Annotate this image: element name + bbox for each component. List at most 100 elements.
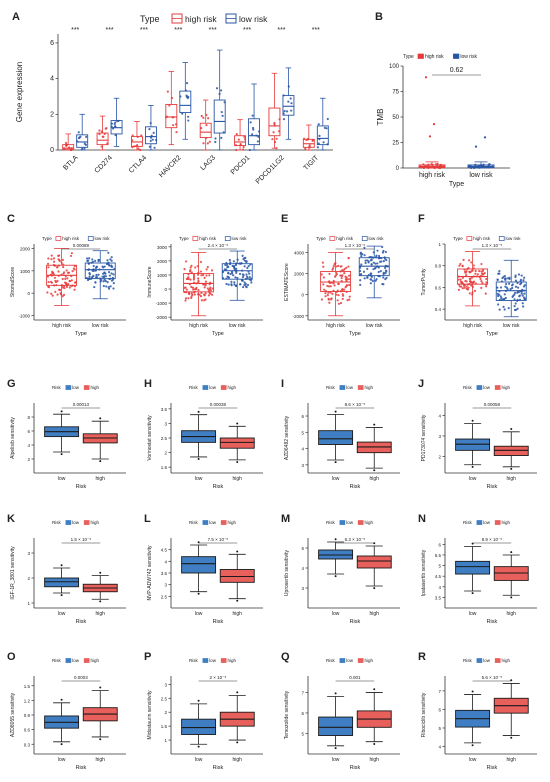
outlier-point xyxy=(60,743,63,746)
data-point xyxy=(220,136,223,139)
x-tick-label: low xyxy=(58,476,66,482)
data-point xyxy=(59,288,62,292)
data-point xyxy=(225,264,229,267)
legend-label: high xyxy=(365,520,374,525)
data-point xyxy=(368,256,371,259)
data-point xyxy=(480,165,483,168)
data-point xyxy=(374,262,377,265)
data-point xyxy=(104,275,108,278)
data-point xyxy=(277,130,281,133)
data-point xyxy=(473,289,477,292)
data-point xyxy=(62,265,65,269)
p-value: 0.0003 xyxy=(74,675,88,680)
data-point xyxy=(514,308,518,311)
data-point xyxy=(187,297,190,300)
data-point xyxy=(242,148,245,151)
y-tick-label: 4 xyxy=(438,413,441,418)
data-point xyxy=(378,256,381,259)
data-point xyxy=(76,140,79,143)
data-point xyxy=(98,133,101,136)
x-tick-label: high xyxy=(507,757,517,763)
box-body xyxy=(318,430,354,445)
data-point xyxy=(60,284,63,287)
data-point xyxy=(472,280,476,283)
data-point xyxy=(499,295,502,298)
data-point xyxy=(206,287,209,290)
significance-mark: *** xyxy=(312,27,320,34)
x-axis-label: Risk xyxy=(350,619,361,625)
outlier-point xyxy=(60,564,63,567)
data-point xyxy=(229,261,232,264)
y-axis-label: Uprosertib sensitivity xyxy=(284,549,290,596)
outlier-point xyxy=(60,698,63,701)
legend-label: low risk xyxy=(95,236,111,241)
data-point xyxy=(497,272,500,275)
data-point xyxy=(64,277,67,280)
x-tick-label: low xyxy=(469,611,477,617)
data-point xyxy=(235,269,238,272)
data-point xyxy=(516,298,519,301)
data-point xyxy=(249,121,252,124)
data-point xyxy=(155,138,158,142)
legend-label: high risk xyxy=(185,14,217,24)
y-axis-label: Ribociclib sensitivity xyxy=(421,692,427,737)
data-point xyxy=(341,288,344,291)
y-axis-label: PD173074 sensitivity xyxy=(421,414,427,461)
y-tick-label: 1 xyxy=(27,601,30,606)
y-tick-label: 6 xyxy=(438,542,441,547)
data-point xyxy=(339,301,343,305)
data-point xyxy=(183,268,186,271)
data-point xyxy=(106,259,109,262)
data-point xyxy=(272,131,275,134)
data-point xyxy=(233,283,236,286)
data-point xyxy=(369,259,373,262)
data-point xyxy=(328,281,331,284)
data-point xyxy=(345,278,349,281)
outlier-point xyxy=(197,410,200,413)
data-point xyxy=(85,135,88,139)
outlier-point xyxy=(236,691,239,694)
data-point xyxy=(516,307,519,310)
data-point xyxy=(303,137,306,140)
data-point xyxy=(243,283,246,287)
data-point xyxy=(114,121,117,124)
legend-swatch xyxy=(83,658,90,663)
p-value: 0.00013 xyxy=(73,402,90,407)
data-point xyxy=(382,271,385,274)
data-point xyxy=(463,268,466,271)
panel-E: E Type high risk low risk -2000 0 2000 4000 ESTI… xyxy=(281,213,400,337)
data-point xyxy=(345,280,348,283)
data-point xyxy=(204,280,208,283)
data-point xyxy=(249,279,253,282)
data-point xyxy=(198,293,201,296)
data-point xyxy=(187,115,190,118)
data-point xyxy=(523,289,526,292)
data-point xyxy=(462,258,465,261)
data-point xyxy=(422,166,426,170)
outlier-point xyxy=(334,692,337,695)
data-point xyxy=(152,131,155,134)
data-point xyxy=(56,293,59,296)
legend-label: low xyxy=(209,385,217,390)
data-point xyxy=(374,279,377,282)
data-point xyxy=(345,284,349,287)
y-tick-label: 3000 xyxy=(157,245,168,250)
data-point xyxy=(245,273,248,276)
box-body xyxy=(96,132,109,146)
data-point xyxy=(366,275,369,279)
data-point xyxy=(222,131,225,134)
data-point xyxy=(149,122,152,125)
data-point xyxy=(189,278,192,281)
y-axis-label: IGF-1R_3801 sensitivity xyxy=(10,546,16,600)
data-point xyxy=(376,249,379,252)
data-point xyxy=(283,109,286,113)
data-point xyxy=(478,166,481,169)
data-point xyxy=(345,290,348,293)
data-point xyxy=(70,147,73,150)
legend-label: low risk xyxy=(369,236,385,241)
x-tick-label: CTLA4 xyxy=(128,154,148,174)
legend-swatch xyxy=(83,385,90,390)
data-point xyxy=(136,135,139,138)
data-point xyxy=(94,266,98,270)
y-tick-label: 2 xyxy=(27,457,30,462)
